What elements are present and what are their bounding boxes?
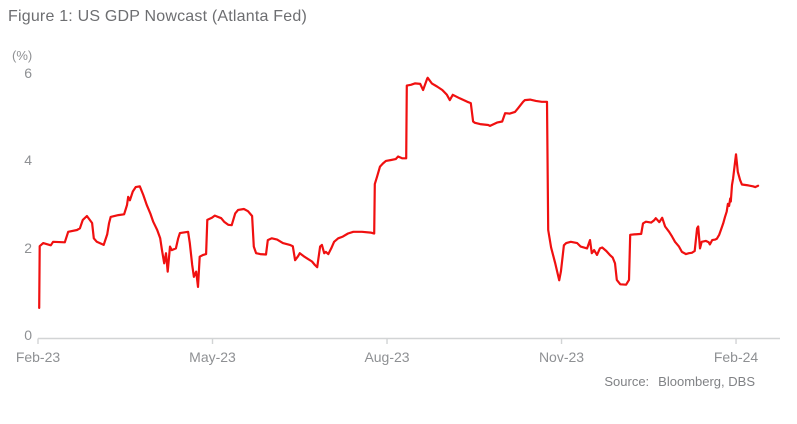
y-tick-label: 2 [24,239,32,256]
x-tick-label: Feb-24 [713,349,759,365]
y-axis-unit-label: (%) [12,48,33,63]
x-tick-label: Feb-23 [15,349,61,365]
x-tick-label: Aug-23 [364,349,410,365]
source-note: Source: Bloomberg, DBS [604,374,755,389]
y-tick-label: 6 [24,64,32,81]
x-tick-label: Nov-23 [538,349,585,365]
source-label: Source: [604,374,650,389]
figure-title: Figure 1: US GDP Nowcast (Atlanta Fed) [8,8,307,25]
x-tick-label: May-23 [189,349,236,365]
y-tick-label: 0 [24,327,32,343]
y-tick-label: 4 [24,152,32,168]
source-value: Bloomberg, DBS [658,374,755,389]
